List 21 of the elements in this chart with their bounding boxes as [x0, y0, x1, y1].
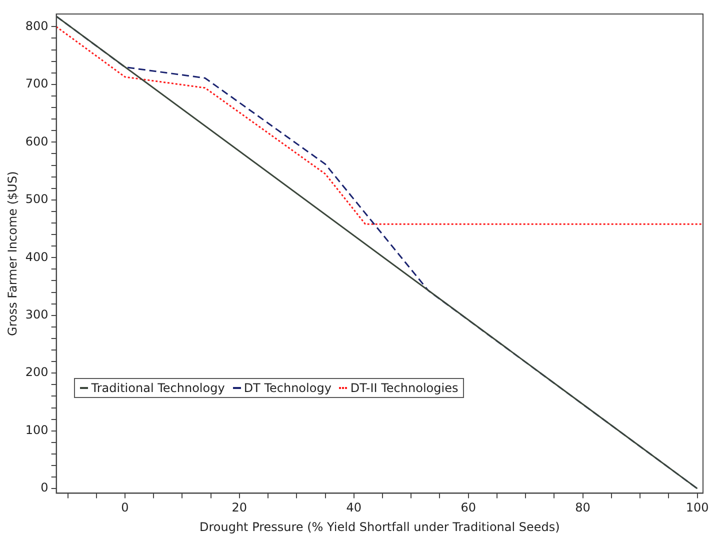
y-tick-label: 300 [25, 308, 48, 322]
x-tick-label: 100 [686, 500, 709, 515]
x-tick-label: 40 [346, 500, 362, 515]
y-tick-label: 0 [40, 480, 48, 495]
x-tick-label: 0 [121, 500, 129, 515]
y-tick-label: 400 [25, 250, 48, 264]
y-tick-label: 100 [25, 422, 48, 437]
y-tick-label: 500 [25, 192, 48, 206]
y-axis-title: Gross Farmer Income ($US) [5, 171, 20, 336]
y-tick-label: 800 [25, 18, 48, 33]
legend-label: DT Technology [244, 381, 332, 396]
x-tick-label: 80 [575, 500, 590, 515]
legend-label: DT-II Technologies [350, 381, 458, 396]
y-tick-label: 700 [25, 76, 48, 91]
x-tick-label: 60 [460, 500, 476, 515]
x-axis-title: Drought Pressure (% Yield Shortfall under Traditional Seeds) [199, 520, 560, 534]
line-series [56, 26, 703, 225]
x-tick-label: 20 [232, 500, 248, 515]
y-tick-label: 600 [25, 134, 48, 148]
legend-label: Traditional Technology [91, 381, 225, 396]
y-tick-label: 200 [25, 365, 48, 380]
